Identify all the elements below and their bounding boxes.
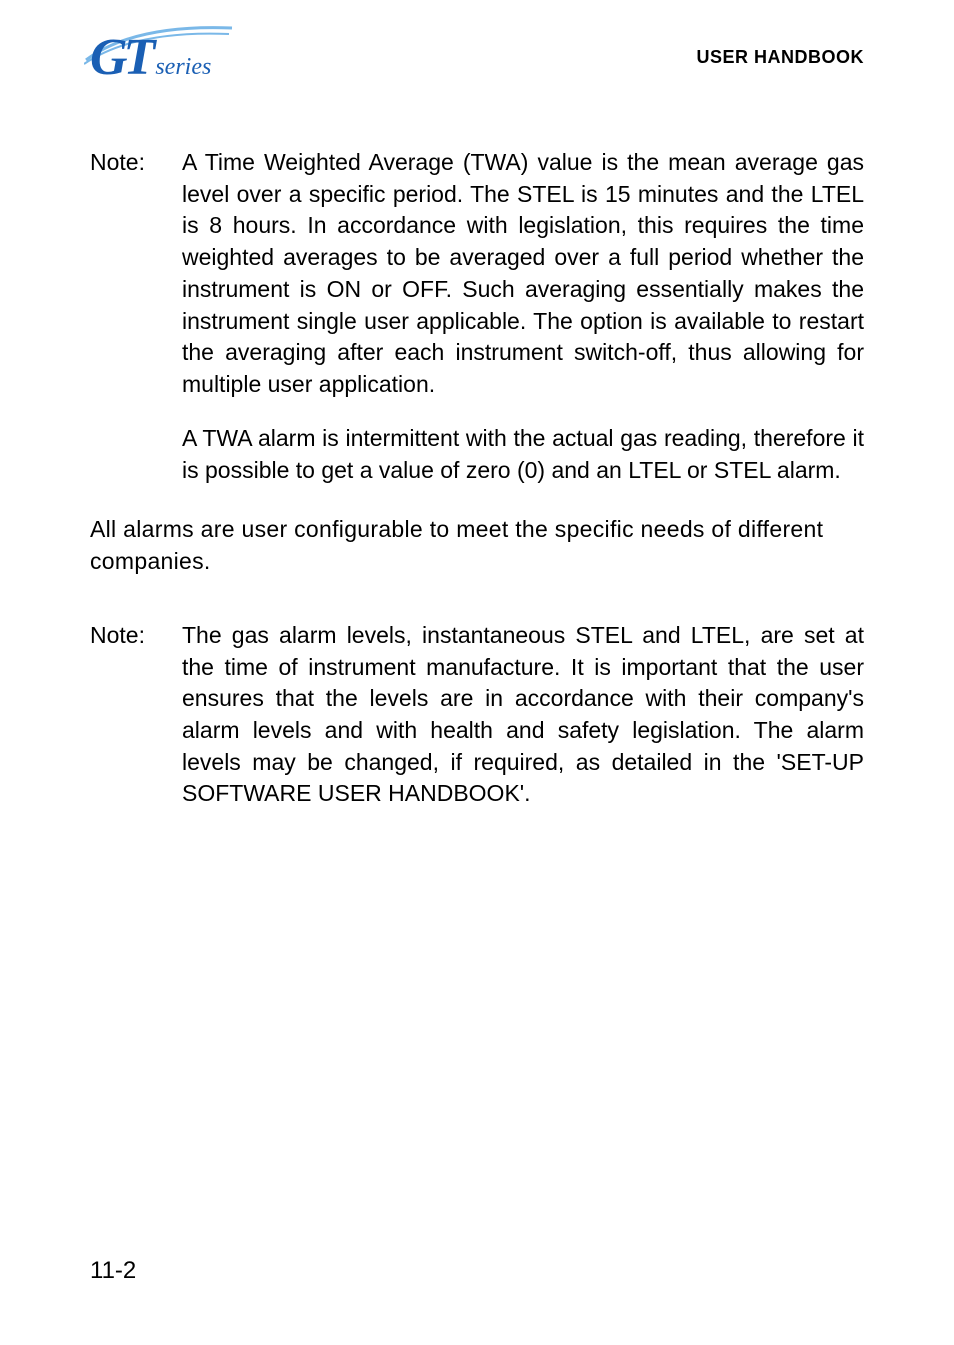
note-paragraph: A TWA alarm is intermittent with the act… xyxy=(182,423,864,486)
note-body: A Time Weighted Average (TWA) value is t… xyxy=(182,147,864,486)
note-label: Note: xyxy=(90,147,182,486)
body-paragraph: All alarms are user configurable to meet… xyxy=(90,514,864,577)
note-paragraph: The gas alarm levels, instantaneous STEL… xyxy=(182,620,864,810)
note-label: Note: xyxy=(90,620,182,810)
note-body: The gas alarm levels, instantaneous STEL… xyxy=(182,620,864,810)
note-block-1: Note: A Time Weighted Average (TWA) valu… xyxy=(90,147,864,486)
page-number: 11-2 xyxy=(90,1257,136,1285)
note-paragraph: A Time Weighted Average (TWA) value is t… xyxy=(182,147,864,401)
logo-gt-text: GT xyxy=(90,28,151,87)
page-header: GT series USER HANDBOOK xyxy=(90,28,864,87)
logo-series-text: series xyxy=(155,54,211,81)
note-block-2: Note: The gas alarm levels, instantaneou… xyxy=(90,620,864,810)
page-content: Note: A Time Weighted Average (TWA) valu… xyxy=(90,147,864,810)
logo: GT series xyxy=(90,28,211,87)
header-title: USER HANDBOOK xyxy=(696,47,864,68)
